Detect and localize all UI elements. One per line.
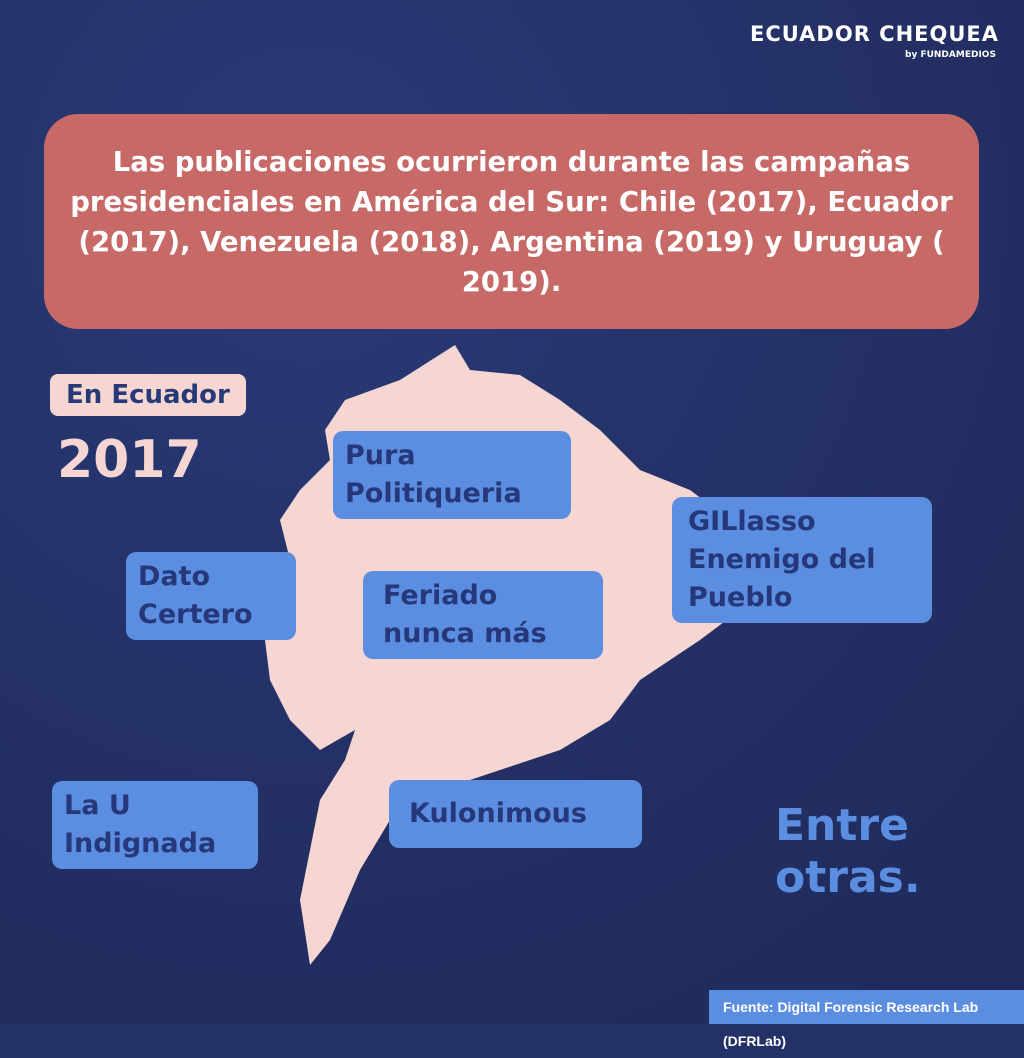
page-label: Dato Certero — [126, 552, 296, 640]
source-credit: Fuente: Digital Forensic Research Lab (D… — [709, 990, 1024, 1049]
page-label: Feriado nunca más — [363, 571, 603, 659]
page-label: GILlasso Enemigo del Pueblo — [672, 497, 932, 623]
closing-text: Entre otras. — [775, 800, 921, 903]
brand-logo: ECUADOR CHEQUEA — [750, 22, 1000, 46]
year: 2017 — [57, 430, 202, 490]
headline-box: Las publicaciones ocurrieron durante las… — [44, 114, 979, 329]
page-label: La U Indignada — [52, 781, 258, 869]
page-label: Kulonimous — [389, 780, 642, 848]
brand-sub: by FUNDAMEDIOS — [905, 50, 996, 60]
country-tag: En Ecuador — [50, 374, 246, 416]
page-label: Pura Politiqueria — [333, 431, 571, 519]
